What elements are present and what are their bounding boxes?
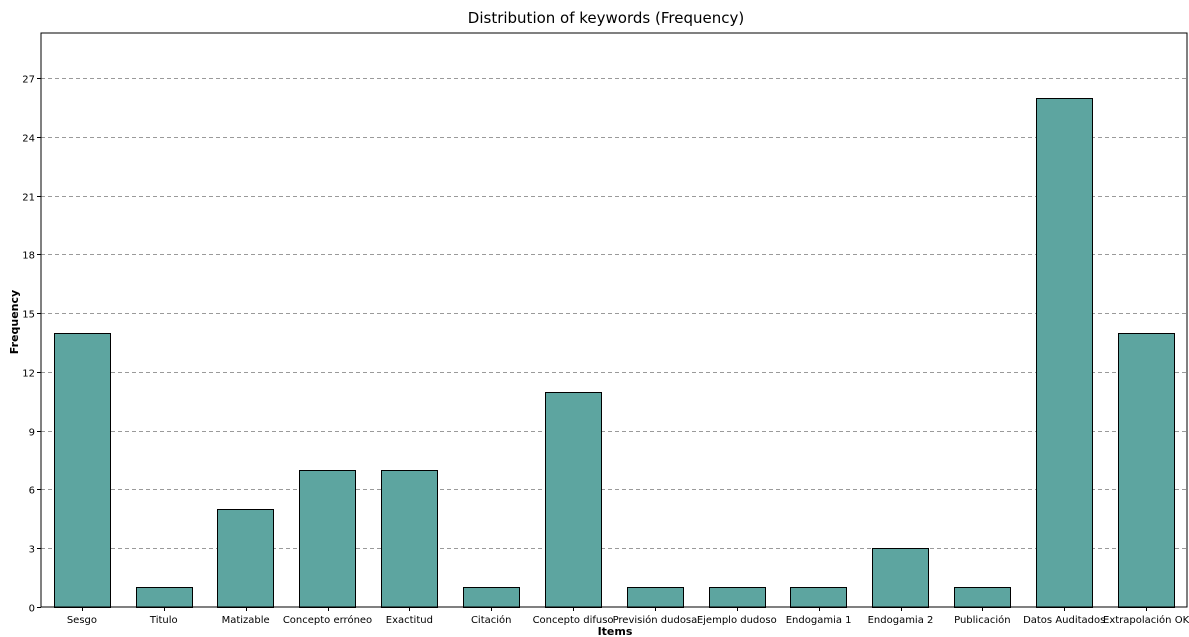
y-tick-label: 9 — [29, 428, 35, 439]
x-tick-label: Citación — [471, 614, 512, 626]
bar — [54, 333, 111, 608]
y-tick-label: 18 — [22, 251, 35, 262]
y-tick-label: 3 — [29, 545, 35, 556]
bar — [381, 470, 438, 608]
bar — [627, 587, 684, 608]
y-tick-label: 0 — [29, 604, 35, 615]
x-tick-label: Titulo — [149, 615, 178, 626]
y-tick-label: 27 — [22, 75, 35, 86]
x-tick-label: Publicación — [954, 614, 1010, 626]
x-tick-label: Exactitud — [386, 615, 433, 626]
plot-frame — [40, 32, 1188, 608]
x-tick-label: Extrapolación OK — [1103, 614, 1189, 626]
x-tick-label: Endogamia 1 — [786, 615, 852, 626]
y-tick-label: 6 — [29, 486, 35, 497]
gridlines — [41, 78, 1187, 549]
x-tick-label: Concepto erróneo — [283, 614, 372, 626]
bar — [872, 548, 929, 608]
x-tick-label: Sesgo — [67, 615, 97, 626]
bar — [136, 587, 193, 608]
y-axis-label: Frequency — [8, 290, 21, 354]
bar — [299, 470, 356, 608]
bars — [54, 98, 1175, 608]
y-tick-label: 12 — [22, 369, 35, 380]
bar — [709, 587, 766, 608]
bar — [1118, 333, 1175, 608]
x-axis-ticks: Sesgo Titulo Matizable Concepto erróneo Exac… — [67, 607, 1189, 626]
y-tick-label: 15 — [22, 310, 35, 321]
x-tick-label: Concepto difuso — [533, 615, 614, 626]
y-axis-ticks: 0 3 6 9 12 15 18 21 24 27 — [22, 75, 41, 615]
bar — [545, 392, 602, 608]
x-tick-label: Datos Auditados — [1023, 615, 1105, 626]
bar — [463, 587, 520, 608]
bar — [790, 587, 847, 608]
x-tick-label: Ejemplo dudoso — [697, 615, 777, 626]
bar — [954, 587, 1011, 608]
x-tick-label: Previsión dudosa — [613, 614, 698, 626]
x-tick-label: Matizable — [222, 615, 270, 626]
bar — [1036, 98, 1093, 608]
x-tick-label: Endogamia 2 — [868, 615, 934, 626]
y-tick-label: 21 — [22, 193, 35, 204]
bar — [217, 509, 274, 608]
y-tick-label: 24 — [22, 134, 35, 145]
x-axis-label: Items — [598, 625, 633, 637]
chart-title: Distribution of keywords (Frequency) — [468, 9, 744, 27]
